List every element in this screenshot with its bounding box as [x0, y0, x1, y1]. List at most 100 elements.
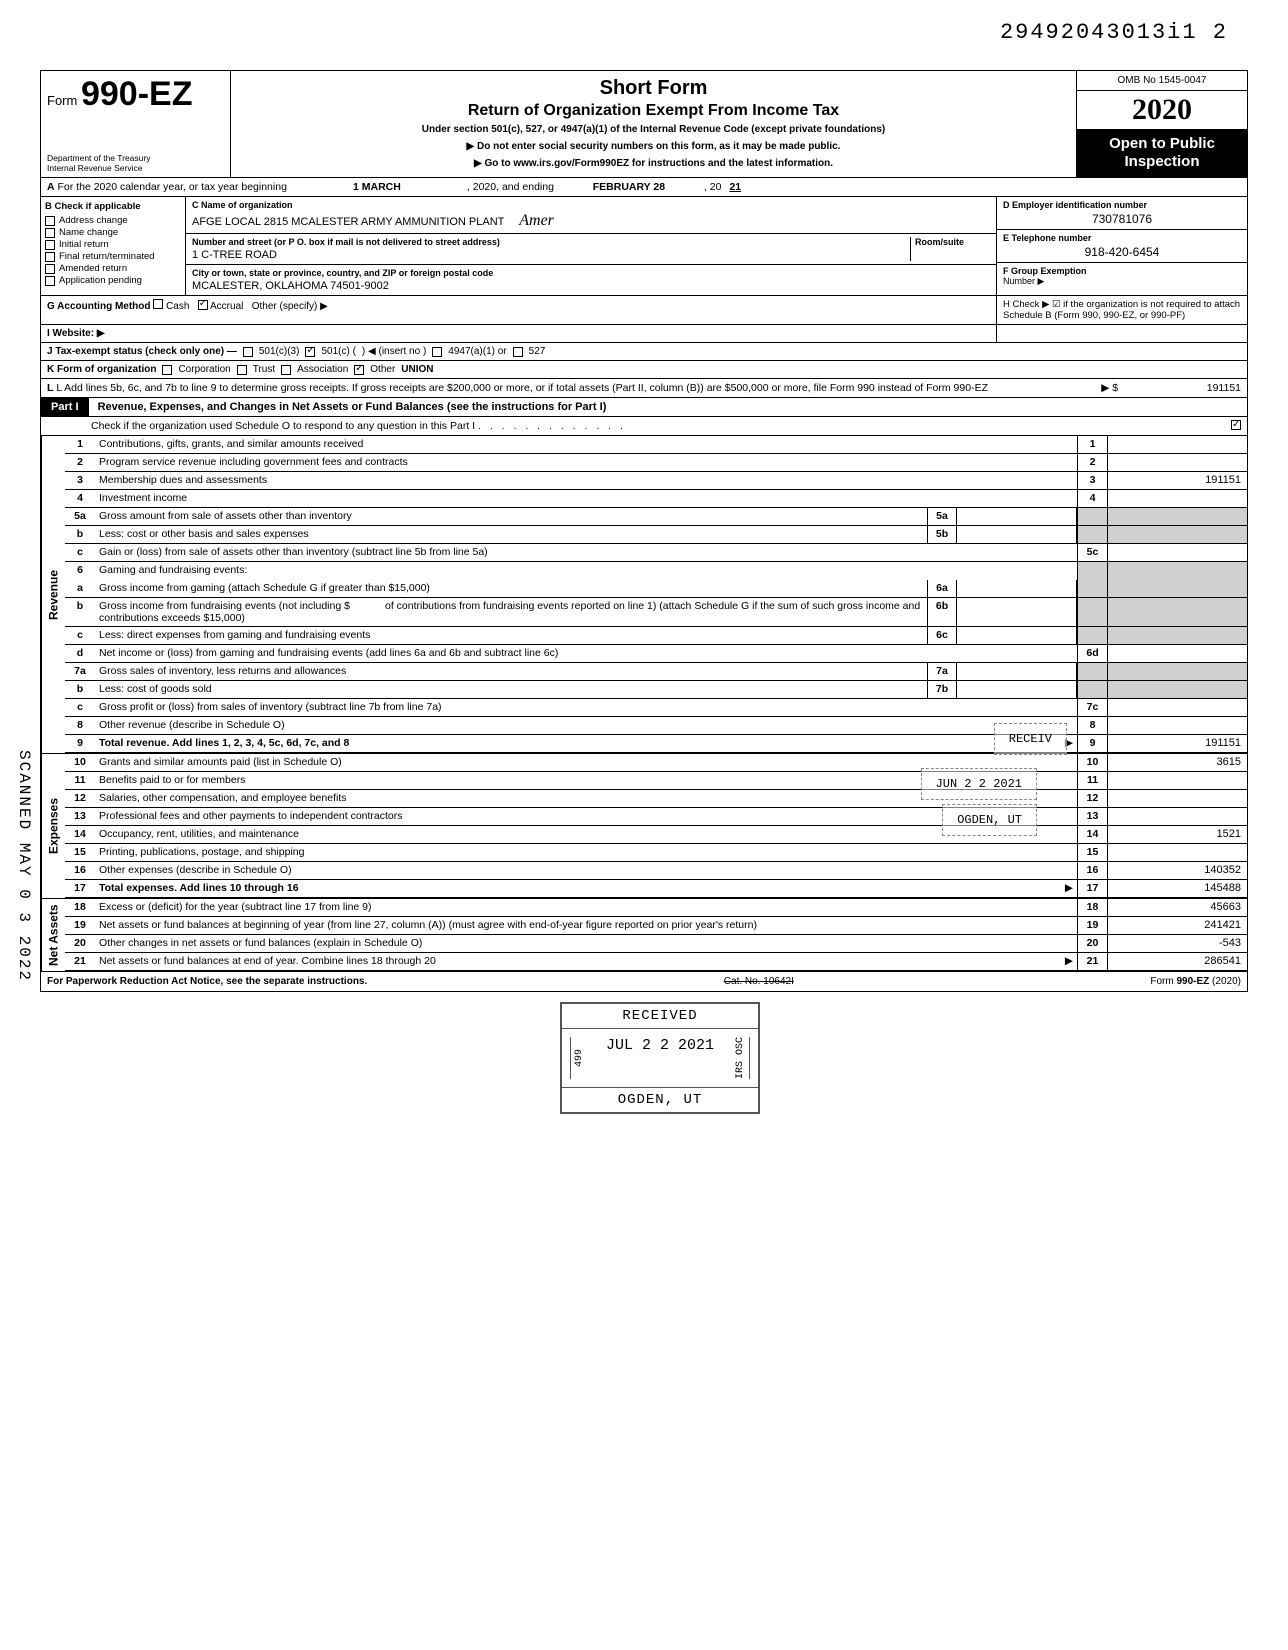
url-note: ▶ Go to www.irs.gov/Form990EZ for instru…: [239, 158, 1068, 169]
part1-header-row: Part I Revenue, Expenses, and Changes in…: [41, 398, 1247, 417]
netassets-label: Net Assets: [41, 899, 65, 971]
tel-value: 918-420-6454: [1003, 245, 1241, 259]
line-6c-val: [957, 627, 1077, 644]
chk-initial-return[interactable]: Initial return: [45, 239, 181, 250]
line-6-desc: Gaming and fundraising events:: [99, 564, 247, 576]
org-name-handwritten: Amer: [519, 212, 554, 229]
line-13-desc: Professional fees and other payments to …: [99, 810, 403, 822]
line-12-desc: Salaries, other compensation, and employ…: [99, 792, 346, 804]
chk-label: Application pending: [59, 275, 142, 286]
row-j-label: J Tax-exempt status (check only one) —: [47, 346, 237, 357]
row-a-mid: , 2020, and ending: [467, 181, 554, 193]
gross-receipts: 191151: [1121, 382, 1241, 394]
other-org-value: UNION: [401, 364, 433, 375]
opt-corp: Corporation: [178, 364, 230, 375]
line-18-desc: Excess or (deficit) for the year (subtra…: [99, 901, 372, 913]
line-9-val: 191151: [1107, 735, 1247, 752]
line-15-desc: Printing, publications, postage, and shi…: [99, 846, 304, 858]
line-16-desc: Other expenses (describe in Schedule O): [99, 864, 292, 876]
col-c-org: C Name of organization AFGE LOCAL 2815 M…: [186, 197, 997, 295]
stamp-location: OGDEN, UT: [562, 1088, 758, 1112]
header-left: Form 990-EZ Department of the Treasury I…: [41, 71, 231, 177]
line-20-desc: Other changes in net assets or fund bala…: [99, 937, 422, 949]
line-4-val: [1107, 490, 1247, 507]
open-line2: Inspection: [1081, 153, 1243, 171]
stamp-irs-osc: IRS OSC: [732, 1037, 750, 1079]
chk-cash[interactable]: [153, 299, 163, 309]
line-7c-val: [1107, 699, 1247, 716]
opt-other: Other (specify) ▶: [252, 301, 328, 312]
chk-schedule-o[interactable]: [1231, 420, 1241, 430]
line-8-desc: Other revenue (describe in Schedule O): [99, 719, 285, 731]
part1-title: Revenue, Expenses, and Changes in Net As…: [92, 398, 613, 416]
stamp-499: 499: [570, 1037, 588, 1079]
line-6b-val: [957, 598, 1077, 626]
chk-amended[interactable]: Amended return: [45, 263, 181, 274]
row-a-text1: For the 2020 calendar year, or tax year …: [58, 181, 287, 193]
opt-501c3: 501(c)(3): [259, 346, 300, 357]
line-7a-val: [957, 663, 1077, 680]
line-6d-val: [1107, 645, 1247, 662]
line-12-val: [1107, 790, 1247, 807]
line-5b-val: [957, 526, 1077, 543]
ein-value: 730781076: [1003, 212, 1241, 226]
chk-label: Address change: [59, 215, 128, 226]
line-7b-desc: Less: cost of goods sold: [99, 683, 212, 695]
overlay1-loc: OGDEN, UT: [957, 813, 1022, 827]
expenses-section: Expenses 10Grants and similar amounts pa…: [41, 754, 1247, 899]
chk-corp[interactable]: [162, 365, 172, 375]
paperwork-notice: For Paperwork Reduction Act Notice, see …: [47, 976, 367, 987]
omb-number: OMB No 1545-0047: [1077, 71, 1247, 91]
chk-501c[interactable]: [305, 347, 315, 357]
group-label: F Group Exemption: [1003, 266, 1241, 276]
line-4-desc: Investment income: [99, 492, 187, 504]
row-g-h: G Accounting Method Cash Accrual Other (…: [41, 296, 1247, 325]
opt-assoc: Association: [297, 364, 348, 375]
opt-501c: 501(c) (: [321, 346, 355, 357]
row-i-wrap: I Website: ▶: [41, 325, 1247, 343]
row-k-label: K Form of organization: [47, 364, 156, 375]
chk-527[interactable]: [513, 347, 523, 357]
open-line1: Open to Public: [1081, 135, 1243, 153]
open-inspection: Open to Public Inspection: [1077, 129, 1247, 177]
row-j: J Tax-exempt status (check only one) — 5…: [41, 343, 1247, 361]
line-7b-val: [957, 681, 1077, 698]
form-subtitle: Return of Organization Exempt From Incom…: [239, 102, 1068, 120]
form-title: Short Form: [239, 77, 1068, 100]
line-17-desc: Total expenses. Add lines 10 through 16: [99, 882, 299, 894]
overlay1-line1: RECEIV: [1009, 732, 1052, 746]
ssn-note: ▶ Do not enter social security numbers o…: [239, 141, 1068, 152]
line-2-val: [1107, 454, 1247, 471]
row-l-text: L Add lines 5b, 6c, and 7b to line 9 to …: [56, 382, 988, 394]
chk-assoc[interactable]: [281, 365, 291, 375]
received-stamp-1: RECEIV: [994, 723, 1067, 755]
line-1-val: [1107, 436, 1247, 453]
header-row: Form 990-EZ Department of the Treasury I…: [41, 71, 1247, 178]
line-8-val: [1107, 717, 1247, 734]
chk-accrual[interactable]: [198, 300, 208, 310]
line-17-val: 145488: [1107, 880, 1247, 897]
line-6a-val: [957, 580, 1077, 597]
line-5c-val: [1107, 544, 1247, 561]
form-number: 990-EZ: [81, 75, 193, 113]
netassets-section: Net Assets 18Excess or (deficit) for the…: [41, 899, 1247, 972]
chk-final-return[interactable]: Final return/terminated: [45, 251, 181, 262]
line-21-desc: Net assets or fund balances at end of ye…: [99, 955, 436, 967]
chk-4947[interactable]: [432, 347, 442, 357]
chk-trust[interactable]: [237, 365, 247, 375]
chk-501c3[interactable]: [243, 347, 253, 357]
chk-name-change[interactable]: Name change: [45, 227, 181, 238]
chk-pending[interactable]: Application pending: [45, 275, 181, 286]
org-name-label: C Name of organization: [192, 200, 990, 210]
chk-label: Initial return: [59, 239, 109, 250]
dept-block: Department of the Treasury Internal Reve…: [47, 154, 224, 173]
revenue-section: Revenue 1Contributions, gifts, grants, a…: [41, 436, 1247, 754]
chk-other-org[interactable]: [354, 365, 364, 375]
group-label2: Number ▶: [1003, 276, 1241, 287]
schedule-o-text: Check if the organization used Schedule …: [91, 420, 475, 432]
row-h: H Check ▶ ☑ if the organization is not r…: [997, 296, 1247, 324]
form-number-block: Form 990-EZ: [47, 75, 224, 114]
row-a-tax-year: A For the 2020 calendar year, or tax yea…: [41, 178, 1247, 197]
chk-address-change[interactable]: Address change: [45, 215, 181, 226]
row-g-label: G Accounting Method: [47, 301, 151, 312]
